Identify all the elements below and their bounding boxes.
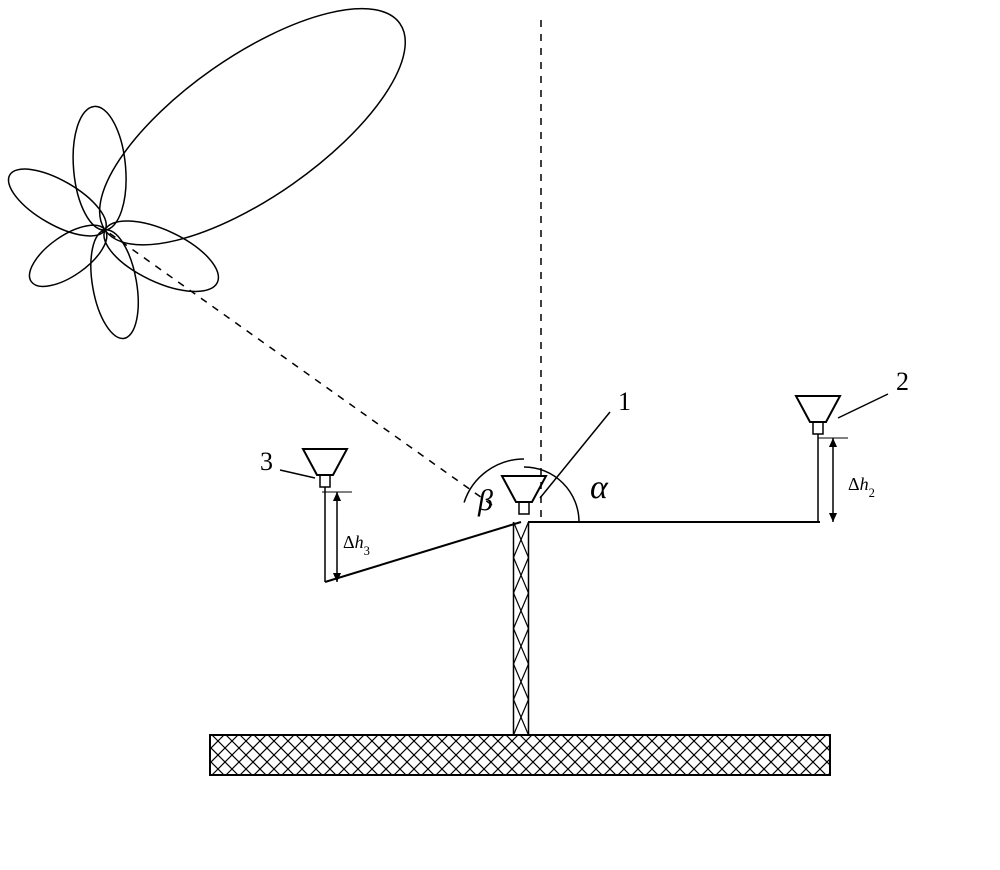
horn-center (502, 476, 546, 514)
ground (170, 735, 896, 775)
arc-beta (464, 459, 524, 503)
label-dh3: Δh3 (343, 532, 370, 558)
horn-right (796, 396, 840, 434)
label-1: 1 (618, 387, 631, 416)
leader-three (280, 470, 315, 478)
label-2: 2 (896, 367, 909, 396)
label-dh2: Δh2 (848, 474, 875, 500)
tower (514, 522, 529, 735)
leader-two (838, 394, 888, 418)
label-beta: β (477, 484, 493, 517)
dim-dh2 (818, 438, 848, 522)
label-alpha: α (590, 469, 609, 506)
radiation-pattern (0, 0, 469, 380)
label-3: 3 (260, 447, 273, 476)
arm-left (325, 522, 521, 582)
beam-dash (105, 230, 492, 505)
horn-left (303, 449, 347, 487)
